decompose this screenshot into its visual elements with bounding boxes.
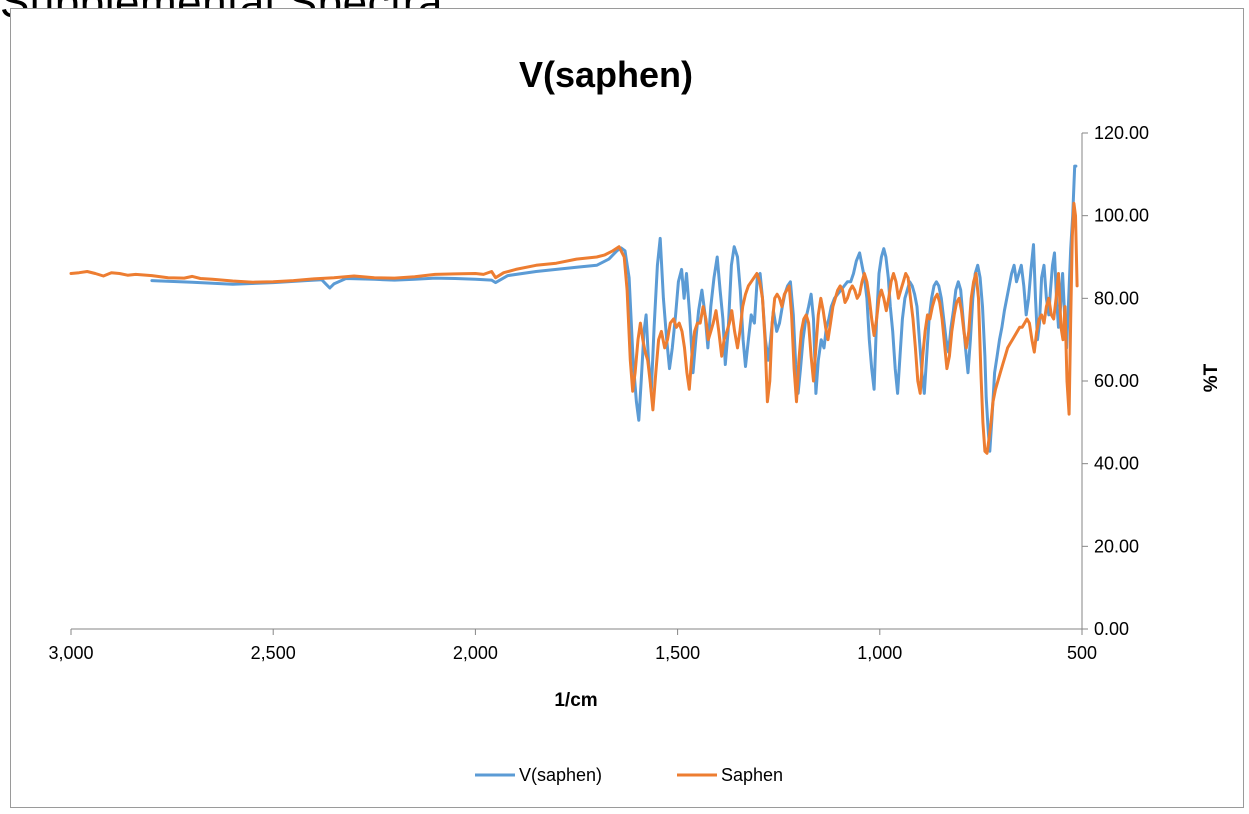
y-tick-label: 0.00 — [1094, 619, 1129, 639]
y-tick-label: 40.00 — [1094, 454, 1139, 474]
y-tick-label: 80.00 — [1094, 288, 1139, 308]
x-tick-label: 1,500 — [655, 643, 700, 663]
y-tick-label: 20.00 — [1094, 536, 1139, 556]
x-tick-label: 2,000 — [453, 643, 498, 663]
series-line-v-saphen — [150, 164, 1078, 453]
x-tick-label: 500 — [1067, 643, 1097, 663]
y-tick-label: 100.00 — [1094, 206, 1149, 226]
y-axis-label: %T — [1201, 363, 1222, 392]
x-axis-label: 1/cm — [554, 690, 597, 711]
x-tick-label: 1,000 — [857, 643, 902, 663]
plot-area — [69, 164, 1079, 455]
legend-label: Saphen — [721, 765, 783, 785]
chart-title: V(saphen) — [519, 54, 693, 95]
x-tick-label: 3,000 — [48, 643, 93, 663]
series-line-saphen — [69, 201, 1079, 455]
y-tick-label: 120.00 — [1094, 123, 1149, 143]
legend-label: V(saphen) — [519, 765, 602, 785]
spectrum-line-chart: V(saphen) 3,000 2,500 2,000 1,500 1,000 500 0… — [48, 54, 1222, 785]
chart-legend: V(saphen) Saphen — [475, 765, 783, 785]
chart-area: V(saphen) 3,000 2,500 2,000 1,500 1,000 500 0… — [10, 8, 1244, 808]
x-axis: 3,000 2,500 2,000 1,500 1,000 500 — [48, 628, 1097, 663]
y-axis: 0.00 20.00 40.00 60.00 80.00 100.00 120.00 — [1081, 123, 1149, 639]
x-tick-label: 2,500 — [251, 643, 296, 663]
y-tick-label: 60.00 — [1094, 371, 1139, 391]
